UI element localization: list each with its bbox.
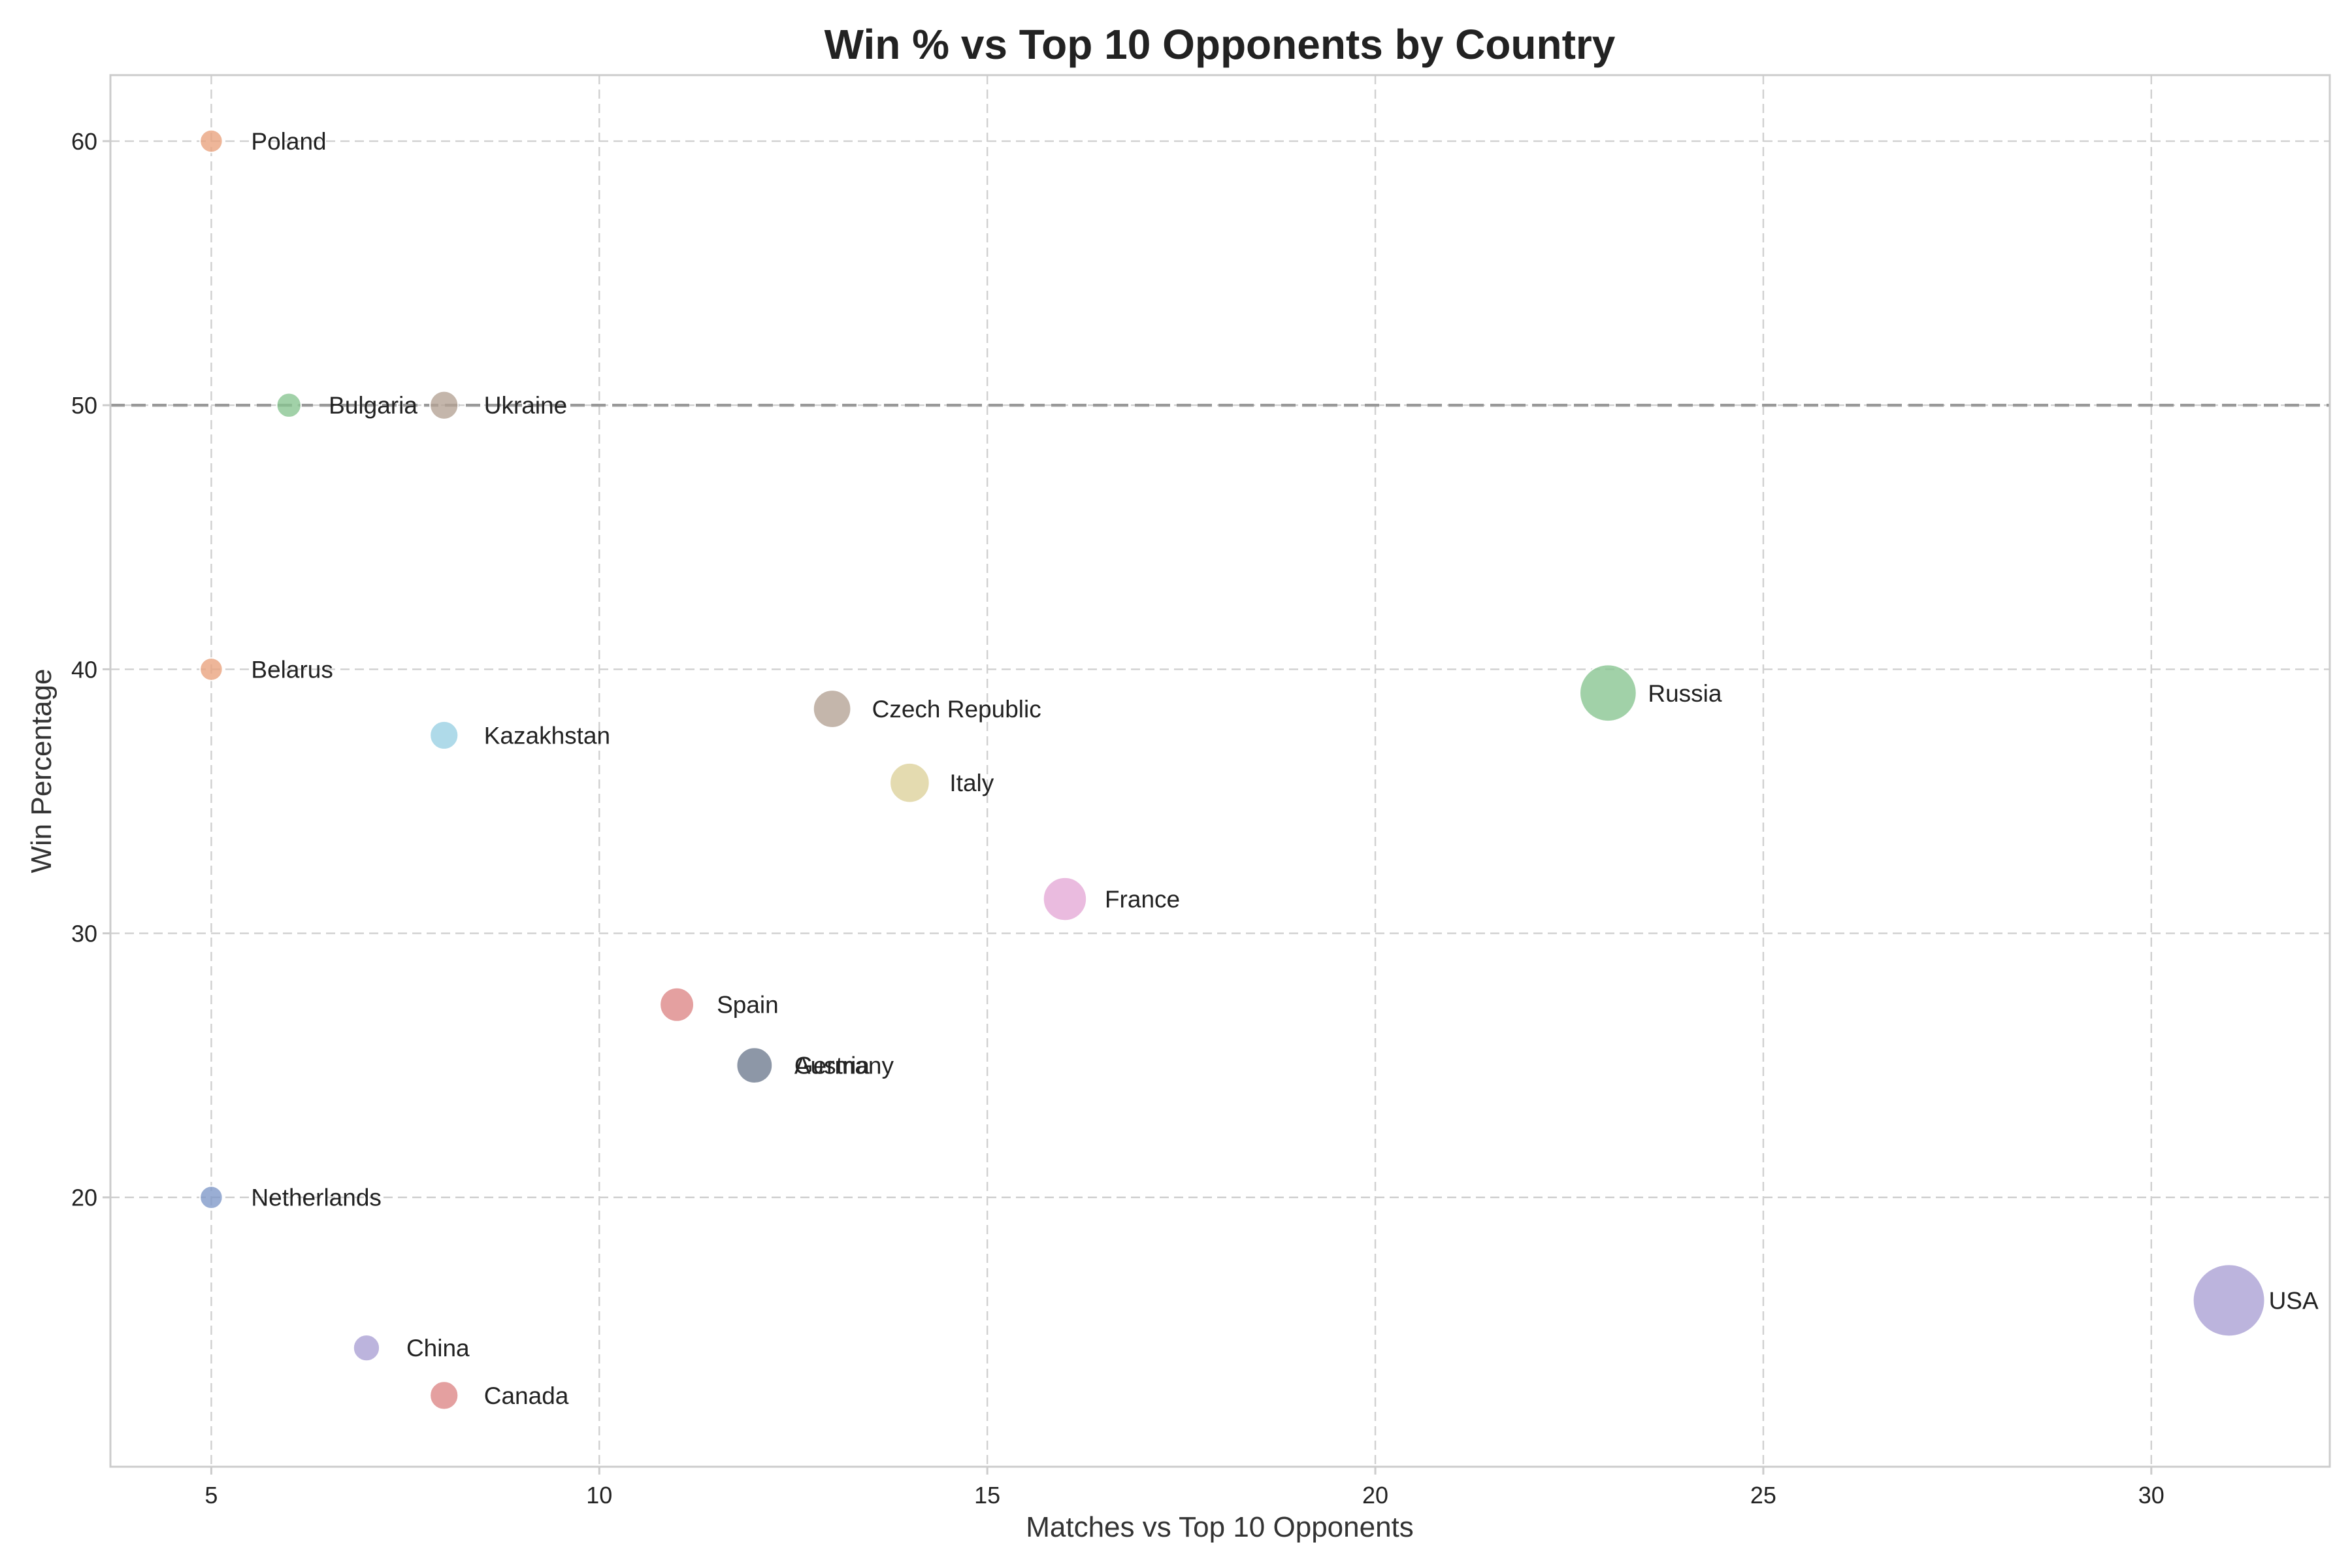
point-label: Poland: [251, 128, 326, 155]
point-label: China: [406, 1335, 470, 1362]
point-labels-layer: Poland Bulgaria Ukraine Belarus Kazakhstan Cz…: [251, 128, 2319, 1409]
chart-title: Win % vs Top 10 Opponents by Country: [825, 21, 1616, 68]
data-point: [199, 129, 223, 154]
point-label: USA: [2269, 1287, 2319, 1314]
y-tick-label: 40: [71, 656, 97, 683]
data-point: [889, 762, 930, 804]
y-tick-label: 50: [71, 392, 97, 419]
data-point: [199, 1185, 223, 1209]
plot-frame: [109, 74, 2331, 1468]
point-label: Germany: [794, 1053, 894, 1079]
point-label: Ukraine: [484, 392, 568, 419]
x-tick-label: 5: [204, 1482, 218, 1509]
x-tick-label: 10: [586, 1482, 612, 1509]
point-label: Belarus: [251, 656, 333, 683]
point-label: Canada: [484, 1382, 569, 1409]
point-label: Bulgaria: [329, 392, 417, 419]
data-point: [1579, 664, 1637, 723]
data-point: [429, 1380, 459, 1411]
data-point: [352, 1333, 381, 1362]
y-tick-label: 60: [71, 128, 97, 155]
x-tick-label: 25: [1750, 1482, 1776, 1509]
y-axis-label: Win Percentage: [25, 668, 57, 873]
x-tick-label: 15: [974, 1482, 1000, 1509]
point-label: Kazakhstan: [484, 722, 610, 749]
y-tick-label: 20: [71, 1184, 97, 1211]
data-point: [429, 720, 459, 751]
data-point: [199, 657, 223, 681]
y-tick-label: 30: [71, 921, 97, 947]
point-label: Spain: [717, 992, 779, 1019]
data-point: [2192, 1264, 2266, 1337]
data-point: [429, 390, 459, 420]
points-layer: [199, 129, 2266, 1411]
x-tick-label: 20: [1362, 1482, 1388, 1509]
point-label: France: [1105, 886, 1180, 913]
data-point: [736, 1047, 774, 1085]
point-label: Czech Republic: [872, 696, 1041, 723]
data-point: [1042, 876, 1088, 922]
data-point: [276, 392, 302, 418]
tick-layer: 5 10 15 20 25 30 20 30 40 50 60: [71, 128, 2164, 1509]
point-label: Russia: [1648, 680, 1722, 707]
point-label: Netherlands: [251, 1184, 382, 1211]
x-axis-label: Matches vs Top 10 Opponents: [1026, 1511, 1414, 1543]
point-label: Austria: [794, 1053, 870, 1079]
x-tick-label: 30: [2138, 1482, 2164, 1509]
data-point: [812, 689, 852, 728]
data-point: [659, 987, 695, 1022]
point-label: Italy: [949, 770, 994, 796]
